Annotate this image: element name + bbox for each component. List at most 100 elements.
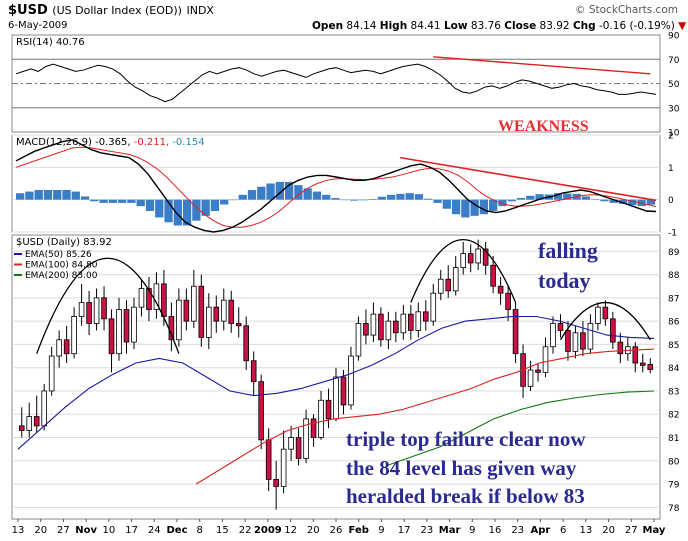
candle-body [542,346,549,373]
stockcharts-brand[interactable]: © StockCharts.com [575,4,678,16]
candle-body [86,302,92,324]
candle-body [602,306,609,320]
macd-histogram-bar [238,194,247,200]
chart-symbol: $USD (US Dollar Index (EOD)) INDX [8,3,214,18]
x-tick-label: 23 [511,525,524,536]
macd-histogram-bar [275,181,284,200]
candle-body [437,278,444,294]
chg-value: -0.16 (-0.19%) [598,20,675,32]
x-tick-label: 15 [216,525,229,536]
macd-histogram-bar [136,199,145,207]
macd-y-tick-label: 2 [668,132,674,142]
close-value: 83.92 [539,20,570,32]
macd-histogram-bar [581,196,591,200]
price-y-tick-label: 80 [668,457,680,467]
candle-body [265,439,272,480]
macd-histogram-bar [553,193,563,200]
candle-body [26,416,33,431]
macd-histogram-bar [498,199,507,207]
open-value: 84.14 [346,20,377,32]
candle-body [557,323,564,331]
macd-histogram-bar [618,199,628,204]
weakness-annotation: WEAKNESS [498,118,589,135]
macd-histogram-bar [210,199,220,211]
macd-histogram-bar [461,199,470,218]
rsi-y-tick-label: 30 [668,104,680,114]
x-tick-label: 20 [602,525,615,536]
macd-histogram-bar [294,185,303,200]
x-tick-label: 12 [284,525,297,536]
candle-body [280,448,287,487]
candle-body [490,264,496,287]
macd-legend-part: -0.211, [131,137,170,148]
macd-histogram-bar [359,199,368,201]
down-arrow-icon: ▼ [678,20,687,32]
x-axis: 13 20 27 Nov 10 17 24 Dec 8 15 22 2009 12 20 26 Feb 9 17 2… [12,519,666,536]
macd-histogram-bar [479,199,489,215]
triple-top-annotation: triple top failure clear now [346,427,586,451]
candle-body [123,309,130,343]
macd-histogram-bar [424,198,433,200]
x-tick-label: 20 [34,525,47,536]
macd-histogram-bar [201,199,210,216]
price-y-tick-label: 81 [668,434,679,444]
macd-histogram-bar [442,199,451,209]
candle-body [632,346,639,364]
candle-body [572,332,579,352]
candle-body [228,299,235,324]
candle-body [363,323,369,336]
candle-body [318,399,324,438]
candle-body [617,341,624,355]
macd-histogram-bar [563,193,572,200]
high-label: High [379,20,408,32]
candle-body [235,323,242,327]
candle-body [108,318,115,355]
macd-histogram-bar [192,199,201,221]
x-tick-label: Nov [75,525,97,536]
candle-body [467,253,474,264]
macd-trend-line [399,156,657,202]
candle-body [430,292,437,322]
macd-histogram-bar [62,189,71,200]
macd-y-tick-label: -1 [668,229,677,239]
candle-body [161,283,167,317]
price-y-tick-label: 83 [668,387,679,397]
candle-body [580,332,586,350]
macd-histogram-bar [71,191,80,200]
x-tick-label: 16 [489,525,502,536]
macd-histogram-bar [535,194,544,200]
macd-legend: MACD(12,26,9) -0.365, -0.211, -0.154 [16,137,205,148]
candle-body [595,306,601,324]
candle-body [41,390,47,427]
candle-body [176,299,182,341]
macd-histogram-bar [646,199,655,205]
macd-histogram-bar [387,194,396,200]
candle-body [116,309,122,355]
symbol-description: (US Dollar Index (EOD)) [52,4,182,17]
candle-body [18,425,25,431]
price-legend: $USD (Daily) 83.92 [16,237,112,248]
candle-body [310,418,317,438]
rsi-legend: RSI(14) 40.76 [16,37,85,48]
macd-histogram-bar [164,199,173,223]
price-panel: 78 79 80 81 82 83 84 85 86 87 88 89 $USD (Daily) 83.… [12,237,680,514]
macd-histogram-bar [90,199,99,202]
macd-histogram-bar [229,199,238,201]
ema-line [386,390,655,467]
macd-histogram-bar [108,199,118,203]
x-tick-label: Dec [166,525,187,536]
macd-y-tick-label: 1 [668,164,674,174]
candle-body [610,318,616,343]
macd-histogram-bar [118,199,127,203]
candle-body [138,288,145,308]
x-tick-label: 2009 [254,525,282,536]
candle-body [400,313,407,334]
macd-histogram-bar [220,199,229,205]
macd-histogram-bar [331,198,340,200]
candle-body [565,330,571,352]
rsi-panel: 10 30 50 70 90 RSI(14) 40.76 [12,32,680,139]
x-tick-label: 13 [12,525,25,536]
macd-histogram-bar [145,199,155,211]
candle-body [460,253,466,268]
macd-histogram-bar [322,194,331,200]
